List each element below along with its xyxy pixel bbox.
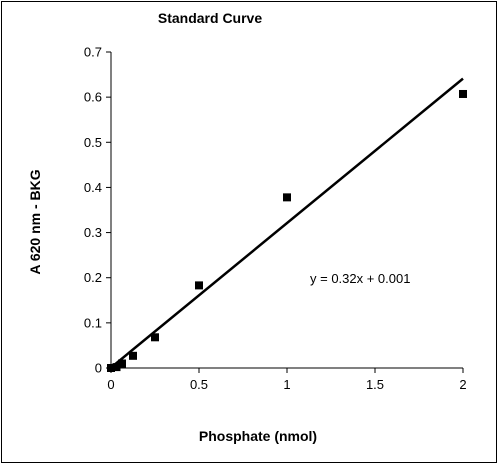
data-point	[112, 363, 121, 372]
y-tick-label: 0.1	[84, 315, 102, 330]
y-tick-label: 0.6	[84, 90, 102, 105]
x-tick-label: 2	[459, 377, 466, 392]
y-tick-label: 0.4	[84, 180, 102, 195]
x-axis-label: Phosphate (nmol)	[199, 428, 317, 444]
y-tick-label: 0.5	[84, 135, 102, 150]
plot-area: 0 0.1 0.2 0.3 0.4 0.5 0.6 0.7 0 0.5 1 1.5 2	[84, 45, 467, 392]
chart-title: Standard Curve	[158, 10, 262, 26]
y-tick-label: 0	[95, 361, 102, 376]
y-axis-label: A 620 nm - BKG	[27, 169, 43, 274]
trendline-equation: y = 0.32x + 0.001	[310, 271, 410, 286]
data-point	[195, 281, 203, 290]
data-point	[129, 351, 137, 360]
y-tick-label: 0.7	[84, 45, 102, 60]
data-point	[459, 89, 467, 98]
data-point	[283, 193, 291, 202]
x-tick-label: 0.5	[190, 377, 208, 392]
x-tick-label: 0	[107, 377, 114, 392]
x-tick-label: 1	[283, 377, 290, 392]
trendline	[110, 77, 464, 369]
x-tick-label: 1.5	[366, 377, 384, 392]
y-tick-label: 0.2	[84, 270, 102, 285]
data-point	[118, 359, 126, 368]
data-point	[151, 333, 159, 342]
y-tick-label: 0.3	[84, 225, 102, 240]
data-point	[107, 364, 115, 372]
